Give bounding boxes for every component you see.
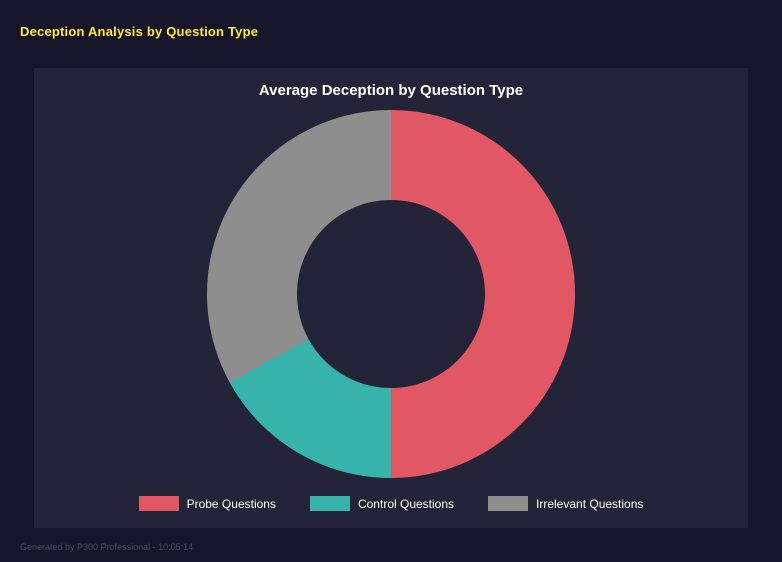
page-title: Deception Analysis by Question Type <box>20 24 259 39</box>
legend-label-control: Control Questions <box>357 496 455 511</box>
legend-item-probe: Probe Questions <box>138 496 276 511</box>
legend-swatch-irrelevant <box>488 496 529 511</box>
legend-swatch-control <box>309 496 350 511</box>
donut-hole <box>297 200 485 388</box>
footer-note: Generated by P300 Professional - 10:05:1… <box>20 542 194 552</box>
legend-label-probe: Probe Questions <box>186 496 276 511</box>
legend-swatch-probe <box>138 496 179 511</box>
donut-chart <box>207 110 575 478</box>
chart-legend: Probe Questions Control Questions Irrele… <box>34 496 748 511</box>
chart-title: Average Deception by Question Type <box>258 82 524 99</box>
legend-label-irrelevant: Irrelevant Questions <box>536 496 644 511</box>
legend-item-control: Control Questions <box>309 496 455 511</box>
legend-item-irrelevant: Irrelevant Questions <box>488 496 643 511</box>
chart-panel: Average Deception by Question Type Probe… <box>34 68 748 528</box>
